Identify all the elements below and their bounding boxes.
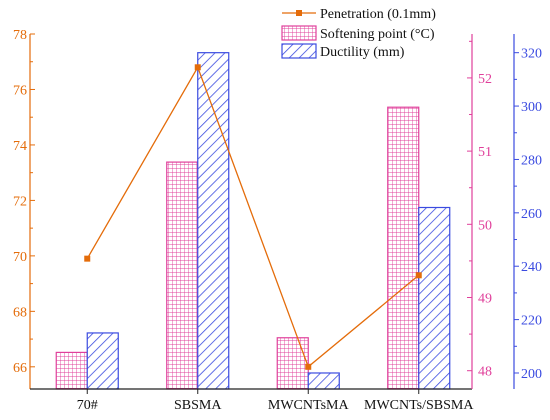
bar-ductility-3: [418, 206, 451, 390]
point-penetration-2: [305, 363, 312, 370]
bar-ductility-0: [86, 332, 119, 390]
r2-tick-label-320: 320: [521, 47, 542, 62]
bar-ductility-2: [307, 372, 340, 390]
line-penetration: [86, 65, 420, 368]
r2-tick-label-200: 200: [521, 367, 542, 382]
category-label-0: 70#: [77, 398, 98, 413]
category-label-3: MWCNTs/SBSMA: [364, 398, 474, 413]
point-penetration-0: [84, 255, 91, 262]
bar-ductility-1: [197, 52, 230, 390]
r2-tick-label-240: 240: [521, 260, 542, 275]
point-penetration-1: [194, 64, 201, 71]
r1-tick-label-50: 50: [478, 218, 492, 233]
category-label-1: SBSMA: [174, 398, 222, 413]
left-tick-label-78: 78: [13, 28, 27, 43]
legend-swatch-softening: [281, 25, 317, 41]
legend: Penetration (0.1mm) Softening point (°C) D…: [281, 7, 436, 60]
r1-tick-label-52: 52: [478, 72, 492, 87]
bar-softening-3: [387, 106, 420, 390]
axes: 66 68 70 72 74 76 78 48 49 50 51 52 200 220 240 260 280 3…: [13, 28, 542, 413]
legend-label-0: Penetration (0.1mm): [320, 7, 436, 22]
r1-tick-label-48: 48: [478, 365, 492, 380]
left-tick-label-76: 76: [13, 83, 27, 98]
legend-swatch-marker: [296, 10, 302, 16]
point-penetration-3: [415, 272, 422, 279]
plot-area: [55, 52, 451, 390]
bar-softening-2: [276, 337, 309, 390]
left-tick-label-68: 68: [13, 305, 27, 320]
left-tick-label-70: 70: [13, 250, 27, 265]
category-label-2: MWCNTsMA: [268, 398, 350, 413]
r1-tick-label-51: 51: [478, 145, 492, 160]
r2-tick-label-280: 280: [521, 153, 542, 168]
left-tick-label-72: 72: [13, 194, 27, 209]
bar-softening-1: [166, 161, 199, 390]
r2-tick-label-220: 220: [521, 314, 542, 329]
legend-label-1: Softening point (°C): [320, 27, 435, 42]
left-tick-label-74: 74: [13, 139, 27, 154]
legend-label-2: Ductility (mm): [320, 45, 405, 60]
r2-tick-label-300: 300: [521, 100, 542, 115]
bar-softening-0: [55, 351, 88, 390]
left-tick-label-66: 66: [13, 361, 27, 376]
r1-tick-label-49: 49: [478, 292, 492, 307]
legend-swatch-ductility: [281, 43, 317, 59]
r2-tick-label-260: 260: [521, 207, 542, 222]
